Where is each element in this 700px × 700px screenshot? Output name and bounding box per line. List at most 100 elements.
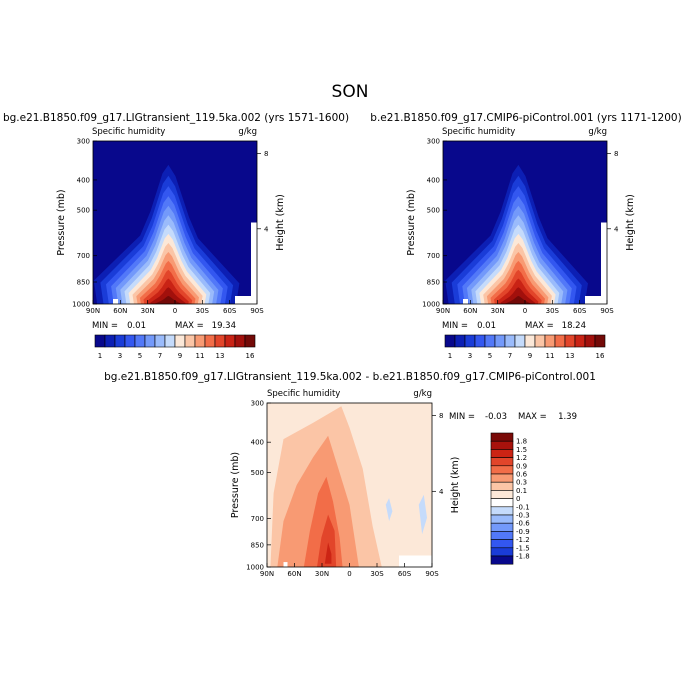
- colorbar-label: -1.5: [516, 544, 530, 552]
- lat-tick-label: 30S: [370, 570, 384, 578]
- colorbar-swatch: [490, 506, 514, 516]
- colorbar-label: 1.2: [516, 454, 527, 462]
- mask-region: [585, 296, 607, 304]
- contour-level: [385, 498, 393, 522]
- contour-fill: [443, 141, 607, 304]
- colorbar-swatch: [584, 334, 596, 348]
- colorbar-label: 1: [448, 352, 452, 360]
- colorbar-swatch: [490, 432, 514, 442]
- lat-tick-label: 0: [347, 570, 351, 578]
- colorbar-swatch: [124, 334, 136, 348]
- panel-title: bg.e21.B1850.f09_g17.LIGtransient_119.5k…: [3, 112, 349, 124]
- height-tick-label: 8: [614, 150, 618, 158]
- colorbar-swatch: [184, 334, 196, 348]
- height-tick-label: 8: [264, 150, 268, 158]
- mask-region: [251, 222, 257, 304]
- colorbar-swatch: [490, 514, 514, 524]
- variable-label: Specific humidity: [442, 127, 515, 137]
- colorbar-swatch: [490, 473, 514, 483]
- colorbar-label: 16: [246, 352, 255, 360]
- colorbar-swatch: [594, 334, 606, 348]
- max-label: MAX =: [525, 321, 554, 331]
- pressure-tick-label: 300: [77, 138, 90, 146]
- colorbar-swatch: [204, 334, 216, 348]
- colorbar-label: 5: [138, 352, 142, 360]
- y-axis-label: Pressure (mb): [406, 189, 417, 255]
- lat-tick-label: 60S: [398, 570, 412, 578]
- mask-region: [113, 299, 118, 304]
- colorbar-label: 0.6: [516, 471, 528, 479]
- panel-difference: bg.e21.B1850.f09_g17.LIGtransient_119.5k…: [104, 371, 596, 578]
- contour-fill: [93, 141, 257, 304]
- colorbar-label: 0.3: [516, 479, 527, 487]
- colorbar-swatch: [490, 449, 514, 458]
- colorbar-swatch: [484, 334, 496, 348]
- mask-region: [235, 296, 257, 304]
- lat-tick-label: 30S: [546, 307, 560, 315]
- colorbar-label: -0.3: [516, 512, 530, 520]
- colorbar-swatch: [134, 334, 146, 348]
- mask-region: [399, 555, 432, 567]
- colorbar-swatch: [94, 334, 106, 348]
- mask-region: [283, 562, 288, 567]
- units-label: g/kg: [413, 389, 432, 399]
- contour-fill: [267, 403, 432, 567]
- colorbar-swatch: [554, 334, 566, 348]
- colorbar-label: 1.5: [516, 446, 527, 454]
- colorbar-swatch: [514, 334, 526, 348]
- colorbar-label: 0: [516, 495, 520, 503]
- colorbar-swatch: [544, 334, 556, 348]
- contour-level: [500, 287, 536, 304]
- lat-tick-label: 90S: [250, 307, 264, 315]
- colorbar-label: 0.1: [516, 487, 527, 495]
- colorbar-label: -0.1: [516, 503, 530, 511]
- pressure-tick-label: 1000: [422, 301, 440, 309]
- variable-label: Specific humidity: [92, 127, 165, 137]
- units-label: g/kg: [588, 127, 607, 137]
- colorbar-swatch: [224, 334, 236, 348]
- max-label: MAX =: [518, 412, 547, 422]
- colorbar-swatch: [244, 334, 256, 348]
- colorbar-swatch: [214, 334, 226, 348]
- lat-tick-label: 60N: [463, 307, 477, 315]
- min-label: MIN =: [449, 412, 475, 422]
- colorbar-swatch: [490, 498, 514, 508]
- pressure-tick-label: 850: [427, 278, 440, 286]
- mask-region: [601, 222, 607, 304]
- lat-tick-label: 90N: [436, 307, 450, 315]
- panel-picontrol: b.e21.B1850.f09_g17.CMIP6-piControl.001 …: [370, 112, 681, 360]
- colorbar-swatch: [164, 334, 176, 348]
- pressure-tick-label: 700: [427, 252, 440, 260]
- y2-axis-label: Height (km): [625, 194, 636, 251]
- colorbar-swatch: [174, 334, 186, 348]
- height-tick-label: 4: [439, 488, 444, 496]
- lat-tick-label: 0: [173, 307, 177, 315]
- colorbar-label: 9: [528, 352, 532, 360]
- colorbar-swatch: [494, 334, 506, 348]
- colorbar-swatch: [114, 334, 126, 348]
- pressure-tick-label: 400: [427, 176, 440, 184]
- colorbar-swatch: [490, 457, 514, 467]
- lat-tick-label: 90S: [425, 570, 439, 578]
- pressure-tick-label: 850: [77, 278, 90, 286]
- colorbar-label: 0.9: [516, 462, 527, 470]
- colorbar-swatch: [444, 334, 456, 348]
- pressure-tick-label: 1000: [72, 301, 90, 309]
- y2-axis-label: Height (km): [275, 194, 286, 251]
- min-value: 0.01: [127, 321, 146, 331]
- contour-plot: 300 400 500 700 850 1000 8 4 90N 60N 30N 0 30S 60S 90S…: [230, 400, 461, 579]
- min-value: -0.03: [485, 412, 507, 422]
- contour-level: [150, 287, 186, 304]
- pressure-tick-label: 300: [251, 400, 264, 408]
- lat-tick-label: 30N: [491, 307, 505, 315]
- contour-level: [418, 494, 427, 535]
- lat-tick-label: 30N: [315, 570, 329, 578]
- lat-tick-label: 90N: [260, 570, 274, 578]
- panel-title: bg.e21.B1850.f09_g17.LIGtransient_119.5k…: [104, 371, 596, 383]
- lat-tick-label: 60S: [223, 307, 237, 315]
- lat-tick-label: 90S: [600, 307, 614, 315]
- pressure-tick-label: 700: [251, 515, 264, 523]
- colorbar-label: 9: [178, 352, 182, 360]
- colorbar-swatch: [524, 334, 536, 348]
- pressure-tick-label: 500: [427, 207, 440, 215]
